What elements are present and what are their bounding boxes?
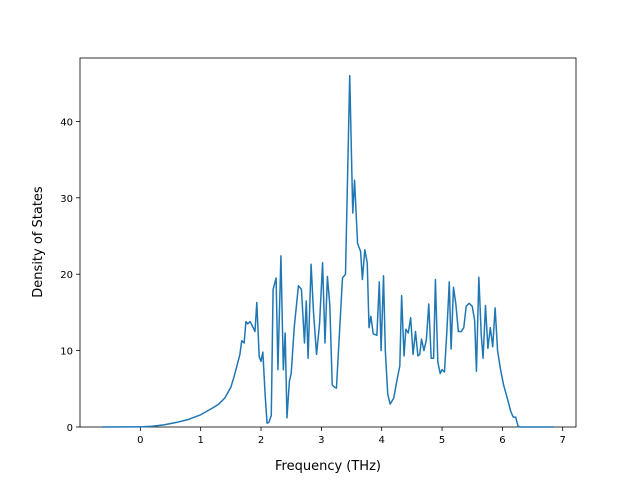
y-tick-label: 30	[60, 194, 73, 205]
y-tick-label: 0	[67, 423, 73, 434]
x-tick-label: 1	[197, 435, 203, 446]
x-tick-label: 7	[560, 435, 566, 446]
x-tick-label: 6	[499, 435, 505, 446]
x-tick-label: 3	[318, 435, 324, 446]
y-tick-label: 20	[60, 270, 73, 281]
x-axis-label: Frequency (THz)	[275, 459, 381, 474]
x-tick-label: 0	[137, 435, 143, 446]
y-tick-label: 40	[60, 117, 73, 128]
y-tick-label: 10	[60, 347, 73, 358]
x-tick-label: 4	[379, 435, 385, 446]
dos-line	[102, 74, 554, 428]
plot-frame	[79, 57, 577, 428]
x-tick-label: 5	[439, 435, 445, 446]
y-axis-label: Density of States	[31, 186, 46, 298]
x-tick-label: 2	[258, 435, 264, 446]
